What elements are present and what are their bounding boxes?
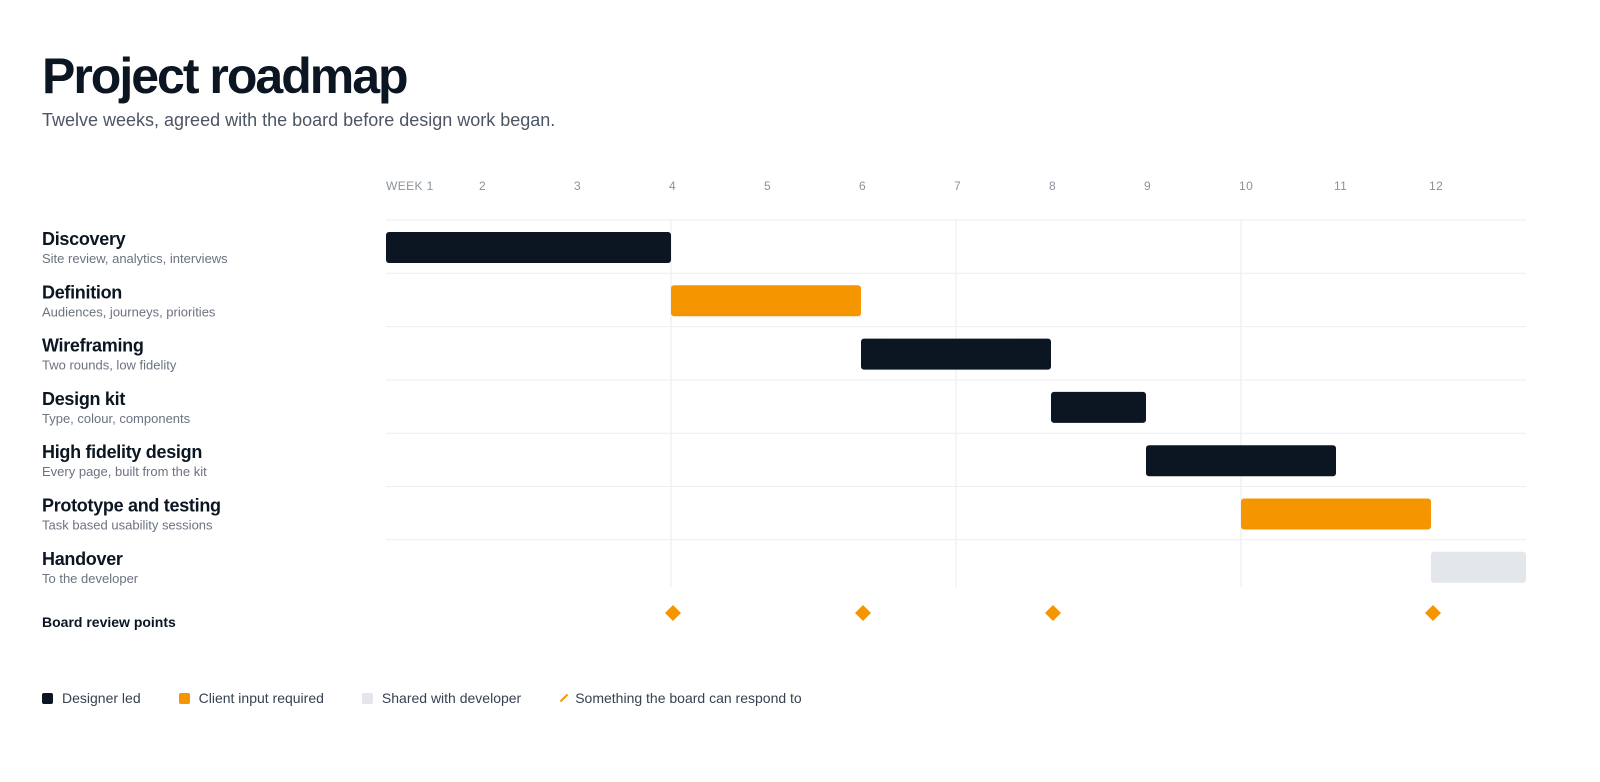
legend-swatch-designer	[42, 692, 53, 704]
task-bar	[386, 232, 671, 263]
task-name: Wireframing	[42, 336, 144, 356]
task-bar	[1051, 391, 1146, 423]
task-name: Prototype and testing	[42, 496, 221, 516]
week-tick-label: 10	[1239, 179, 1253, 193]
task-bar	[671, 285, 861, 317]
task-bar	[861, 338, 1051, 370]
task-bar	[1146, 445, 1336, 477]
legend-label-client: Client input required	[198, 690, 324, 706]
legend-item-shared: Shared with developer	[361, 690, 522, 706]
week-tick-label: 9	[1144, 179, 1151, 193]
task-name: Definition	[42, 282, 122, 302]
task-name: High fidelity design	[42, 442, 202, 462]
week-tick-label: 2	[479, 179, 486, 193]
task-description: Type, colour, components	[42, 411, 191, 426]
task-description: Site review, analytics, interviews	[42, 251, 228, 266]
page-title: Project roadmap	[42, 48, 409, 104]
milestone-slash-icon	[559, 693, 569, 703]
milestones-label: Board review points	[42, 614, 176, 630]
task-name: Handover	[42, 549, 123, 569]
task-description: Task based usability sessions	[42, 518, 213, 533]
week-tick-label: 8	[1049, 179, 1056, 193]
task-description: To the developer	[42, 571, 139, 586]
week-tick-label: 3	[574, 179, 581, 193]
task-bar	[1431, 551, 1526, 583]
task-name: Design kit	[42, 389, 125, 409]
gantt-chart: WEEK 1 2 3 4 5 6 7 8 9 10 11 12 Discovery Site review…	[42, 179, 1526, 630]
week-tick-label: 12	[1429, 179, 1443, 193]
week-tick-label: 6	[859, 179, 866, 193]
legend-swatch-client	[178, 692, 190, 704]
task-bar	[1241, 498, 1431, 530]
milestone-diamond	[1045, 605, 1061, 621]
week-tick-label: 11	[1334, 179, 1347, 193]
legend-label-milestone: Something the board can respond to	[575, 690, 802, 706]
week-tick-label: 7	[954, 179, 961, 193]
legend-item-milestone: Something the board can respond to	[559, 690, 802, 706]
legend-item-client: Client input required	[178, 690, 324, 706]
legend: Designer led Client input required Share…	[42, 688, 840, 708]
week-tick-label: WEEK 1	[386, 179, 434, 193]
milestone-diamond	[1425, 605, 1441, 621]
week-tick-label: 4	[669, 179, 676, 193]
page-subtitle: Twelve weeks, agreed with the board befo…	[42, 110, 556, 130]
task-name: Discovery	[42, 229, 126, 249]
task-description: Two rounds, low fidelity	[42, 358, 177, 373]
task-description: Audiences, journeys, priorities	[42, 304, 216, 319]
week-tick-label: 5	[764, 179, 771, 193]
task-description: Every page, built from the kit	[42, 464, 207, 479]
milestone-diamond	[665, 605, 681, 621]
legend-swatch-shared	[361, 692, 373, 704]
legend-item-designer: Designer led	[42, 690, 141, 706]
legend-label-designer: Designer led	[62, 690, 141, 706]
milestone-diamond	[855, 605, 871, 621]
legend-label-shared: Shared with developer	[381, 690, 522, 706]
